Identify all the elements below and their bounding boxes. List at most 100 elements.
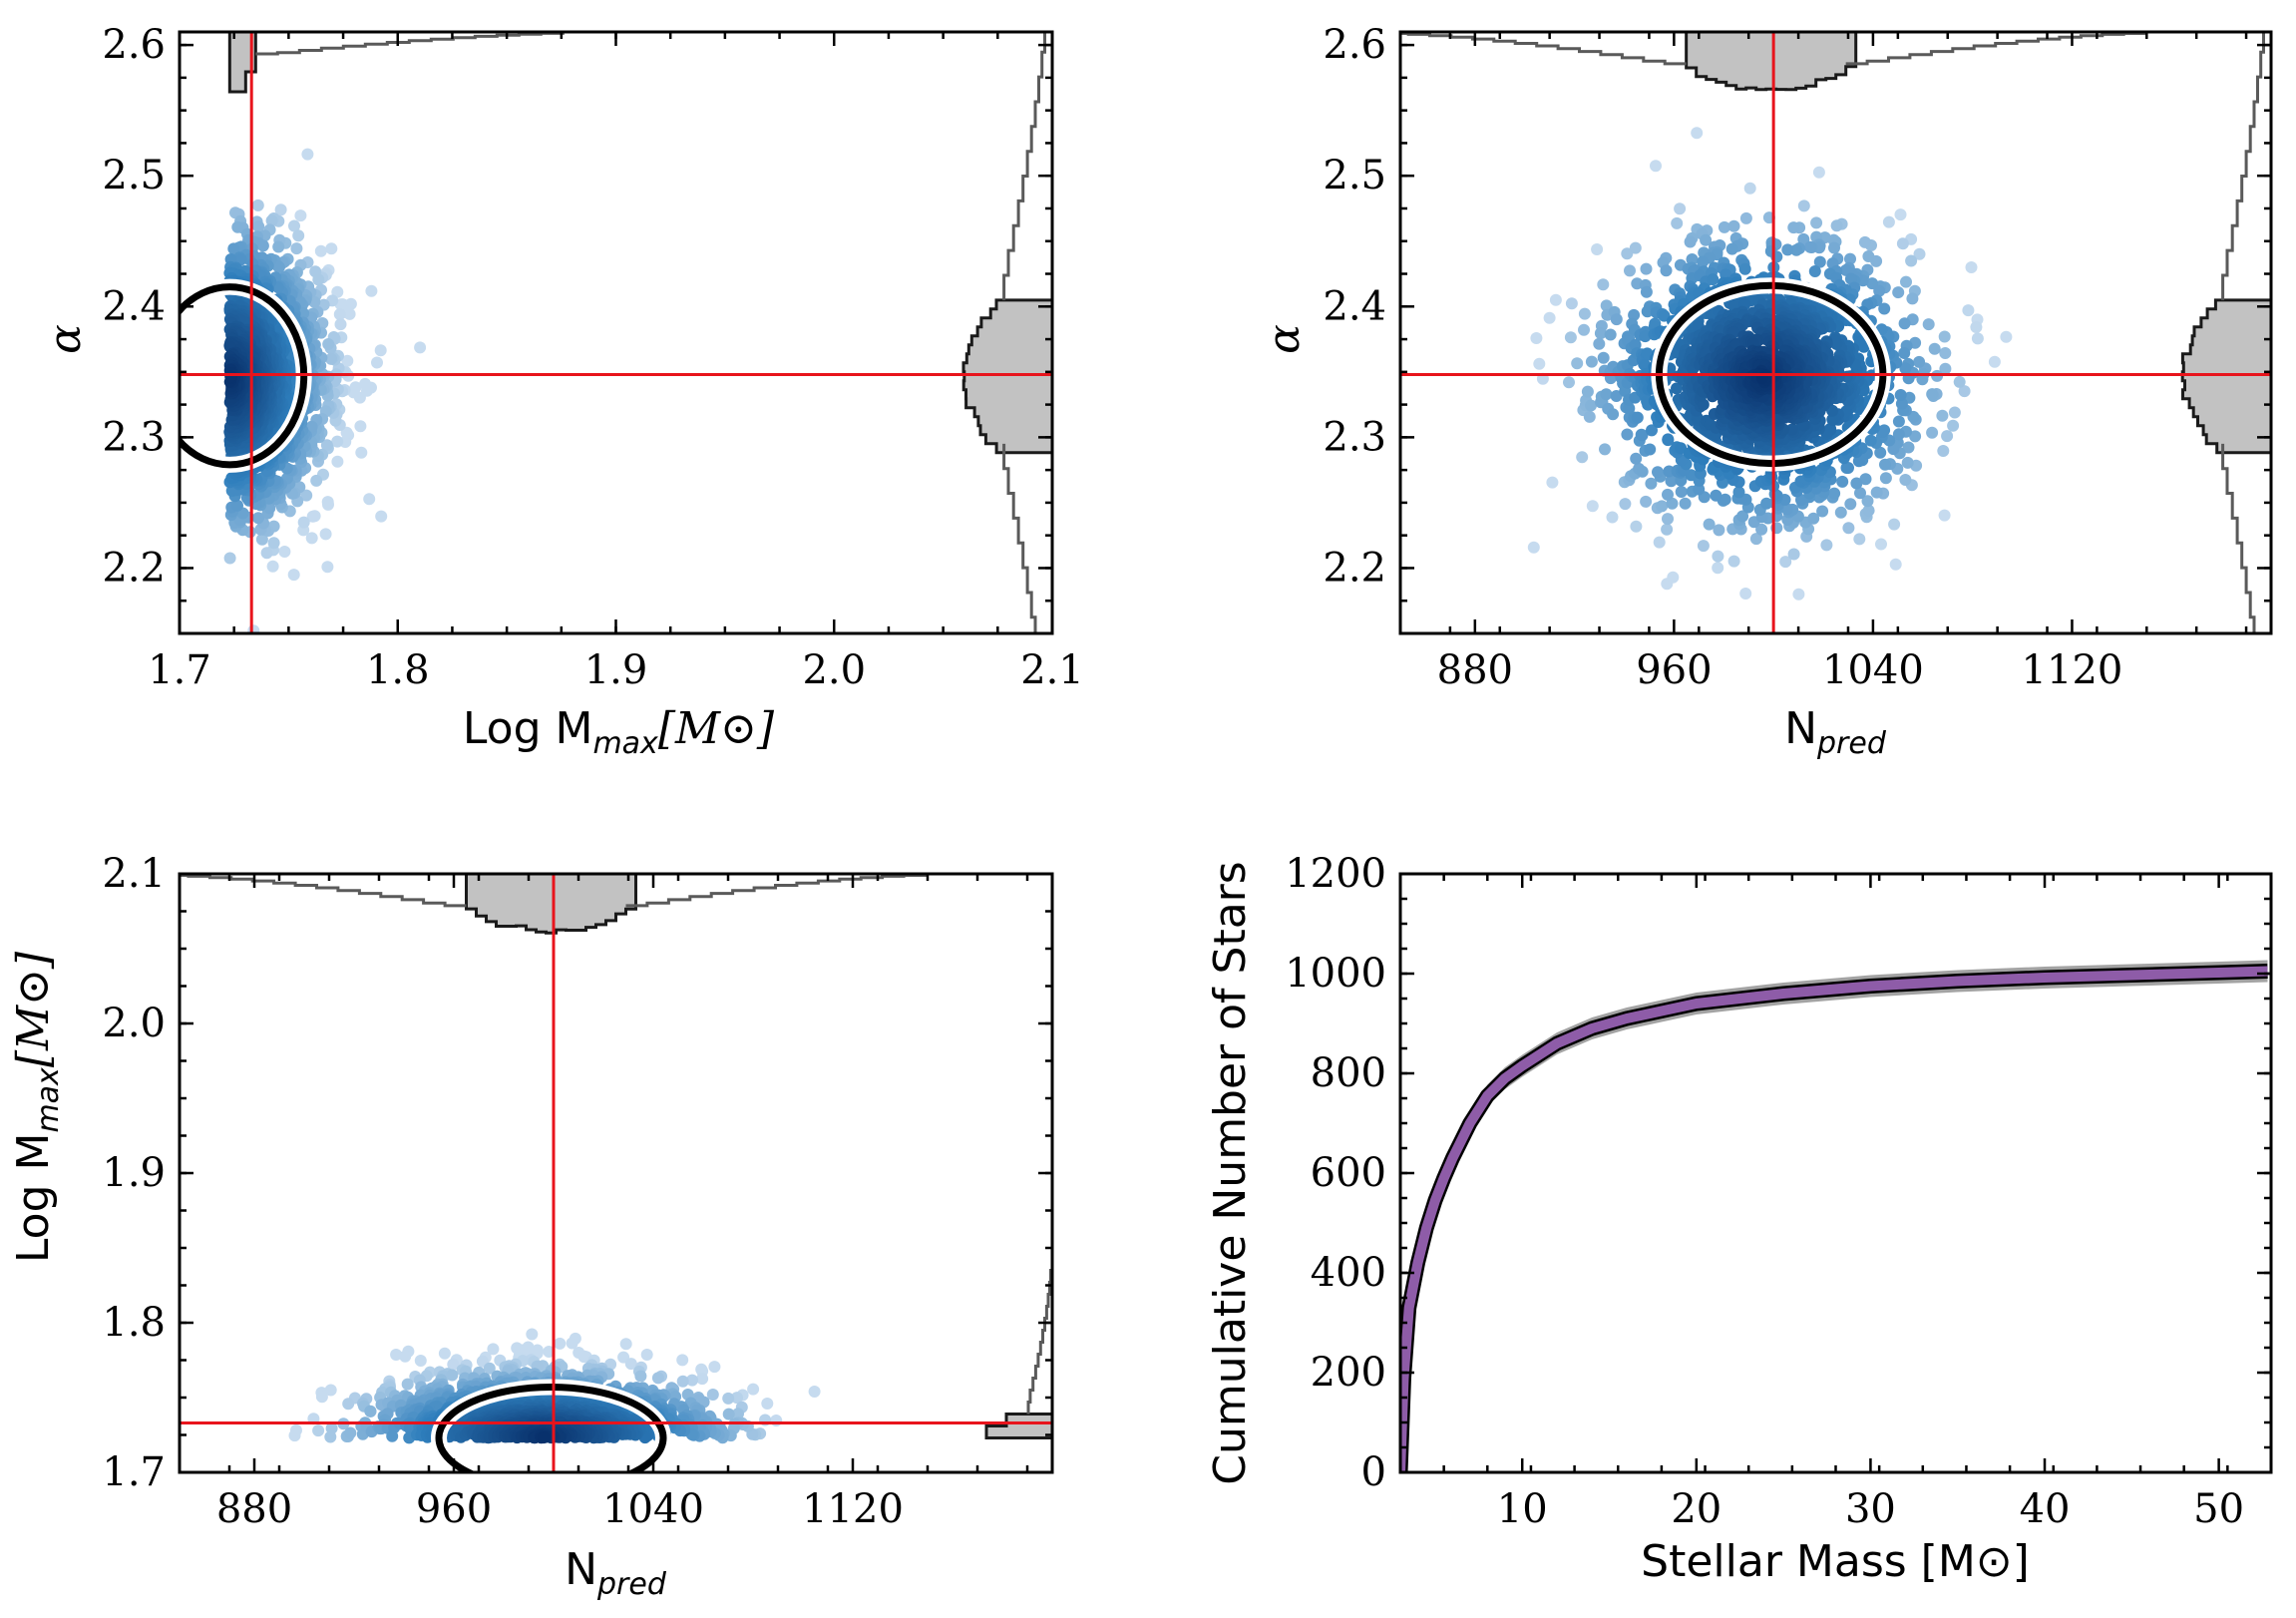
scatter-point	[1624, 264, 1636, 277]
scatter-point	[1640, 285, 1653, 298]
scatter-point	[447, 1358, 460, 1371]
scatter-point	[1628, 308, 1641, 321]
scatter-point	[386, 1429, 399, 1442]
scatter-point	[294, 209, 307, 222]
scatter-point	[355, 446, 368, 459]
y-tick-label: 2.3	[102, 414, 166, 460]
scatter-point	[1732, 486, 1745, 499]
scatter-point	[1812, 166, 1825, 179]
scatter-point	[1656, 500, 1669, 513]
scatter-point	[1792, 588, 1805, 601]
scatter-point	[251, 199, 264, 211]
scatter-point	[1898, 317, 1911, 330]
scatter-point	[1862, 504, 1875, 517]
scatter-point	[265, 214, 278, 227]
scatter-point	[322, 338, 335, 350]
scatter-point	[1938, 509, 1951, 522]
scatter-point	[722, 1408, 735, 1420]
scatter-point	[732, 1408, 744, 1420]
scatter-point	[1836, 475, 1849, 488]
scatter-point	[1739, 588, 1752, 600]
scatter-point	[483, 1362, 496, 1375]
scatter-point	[1703, 518, 1716, 531]
scatter-point	[1594, 327, 1607, 340]
scatter-point	[1830, 337, 1843, 350]
scatter-point	[686, 1374, 698, 1387]
marginal-histogram-y	[961, 32, 1052, 633]
scatter-point	[1988, 355, 2001, 368]
scatter-point	[651, 1372, 664, 1385]
ticks: 1.7 1.8 1.9 2.0 2.12.22.32.42.52.6	[102, 22, 1083, 693]
scatter-point	[1859, 473, 1872, 486]
scatter-point	[1738, 262, 1751, 275]
scatter-point	[1665, 475, 1678, 488]
scatter-point	[1892, 415, 1905, 428]
scatter-point	[1882, 215, 1895, 228]
scatter-point	[287, 569, 300, 582]
scatter-point	[1874, 446, 1887, 459]
true-value-lines	[1400, 32, 2271, 633]
scatter-point	[1718, 220, 1730, 233]
scatter-point	[1834, 506, 1847, 519]
x-tick-label: 2.1	[1020, 647, 1084, 693]
scatter-point	[1743, 182, 1756, 195]
scatter-point	[1661, 523, 1674, 536]
scatter-point	[1879, 472, 1892, 485]
scatter-point	[722, 1392, 735, 1405]
scatter-point	[1913, 247, 1926, 260]
scatter-point	[1621, 247, 1634, 260]
scatter-point	[1667, 571, 1680, 584]
scatter-point	[1700, 233, 1713, 246]
scatter-point	[1787, 548, 1800, 561]
scatter-point	[312, 273, 325, 286]
scatter-point	[1600, 388, 1613, 401]
scatter-point	[267, 537, 280, 550]
x-tick-label: 880	[1437, 647, 1513, 693]
scatter-point	[1844, 498, 1857, 511]
scatter-point	[1797, 200, 1810, 212]
scatter-point	[634, 1370, 647, 1383]
scatter-point	[1684, 235, 1697, 248]
scatter-point	[1938, 330, 1951, 343]
scatter-point	[314, 244, 327, 257]
scatter-point	[1593, 337, 1606, 350]
x-tick-label: 1040	[1822, 647, 1924, 693]
scatter-point	[1899, 474, 1912, 486]
scatter-point	[255, 533, 268, 546]
scatter-point	[1650, 160, 1662, 173]
scatter-point	[1630, 520, 1643, 533]
scatter-point	[333, 308, 346, 321]
scatter-point	[1739, 211, 1752, 224]
scatter-point	[526, 1328, 539, 1341]
scatter-point	[1779, 556, 1792, 569]
scatter-point	[619, 1338, 632, 1351]
y-axis-label: α	[1259, 324, 1310, 354]
scatter-point	[301, 148, 314, 161]
scatter-point	[1549, 293, 1562, 306]
scatter-point	[1804, 240, 1816, 253]
histogram-central	[1685, 32, 1858, 92]
scatter-point	[274, 203, 287, 216]
scatter-point	[1873, 284, 1886, 297]
scatter-point	[1939, 362, 1952, 375]
scatter-point	[1606, 511, 1619, 524]
scatter-point	[1755, 523, 1768, 536]
scatter-point	[1576, 451, 1589, 464]
scatter-point	[321, 561, 334, 574]
scatter-point	[1607, 408, 1620, 421]
scatter-point	[577, 1351, 590, 1364]
scatter-point	[1787, 221, 1800, 234]
scatter-point	[319, 528, 332, 541]
scatter-point	[1610, 390, 1623, 402]
scatter-point	[371, 356, 383, 369]
scatter-point	[731, 1392, 743, 1405]
scatter-point	[1713, 524, 1725, 537]
scatter-point	[1686, 253, 1699, 265]
scatter-point	[288, 219, 300, 232]
scatter-point	[363, 493, 376, 506]
x-tick-label: 960	[1636, 647, 1712, 693]
scatter-point	[340, 426, 353, 439]
scatter-point	[324, 1430, 337, 1443]
scatter-point	[1898, 347, 1911, 359]
scatter-point	[231, 499, 243, 512]
